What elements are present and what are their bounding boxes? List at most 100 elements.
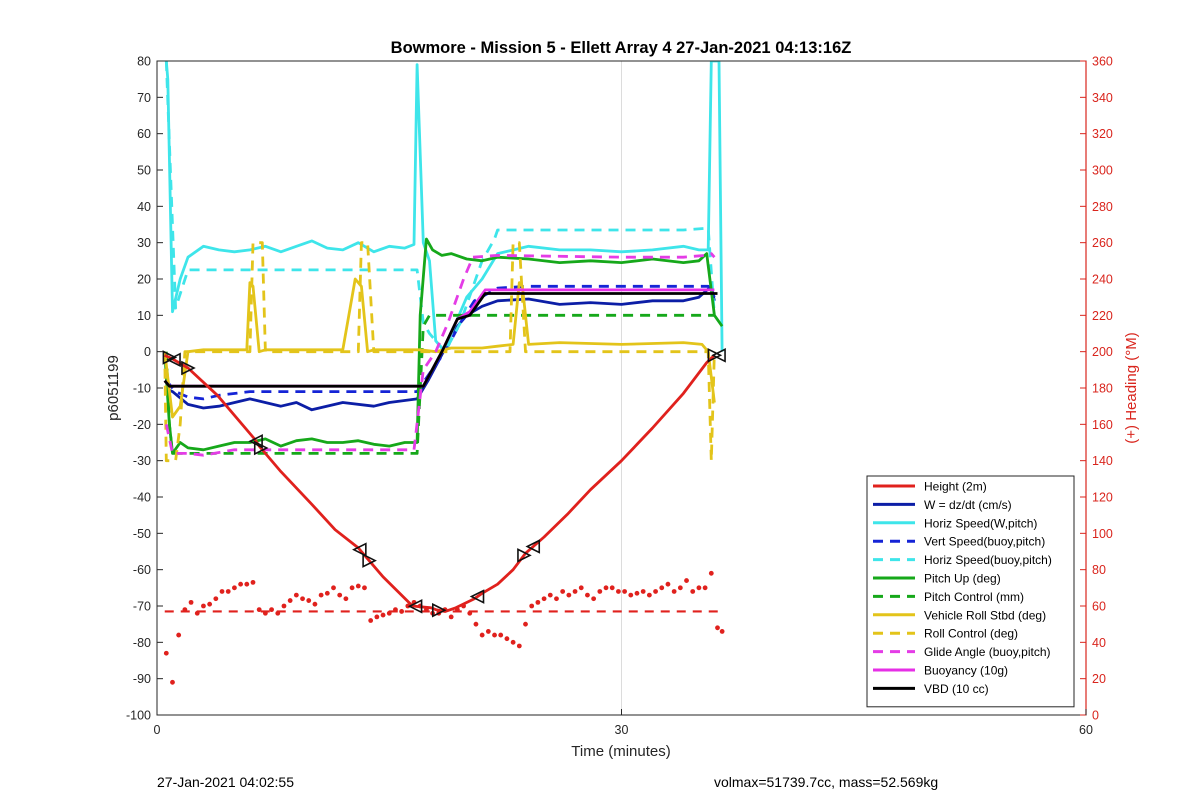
y2-tick-label: 180 — [1092, 382, 1113, 396]
y2-tick-label: 40 — [1092, 636, 1106, 650]
series-line-9 — [164, 252, 716, 457]
heading-point — [516, 643, 522, 649]
heading-point — [275, 610, 281, 616]
height-marker — [248, 433, 263, 449]
heading-point — [424, 607, 429, 613]
heading-point — [349, 585, 355, 591]
heading-point — [609, 585, 615, 591]
heading-point — [269, 607, 274, 613]
footer-start-time: 27-Jan-2021 04:02:55 — [157, 774, 294, 790]
heading-point — [541, 596, 547, 602]
y2-tick-label: 260 — [1092, 236, 1113, 250]
legend-label: W = dz/dt (cm/s) — [924, 498, 1012, 512]
heading-point — [312, 601, 318, 607]
heading-point — [386, 610, 392, 616]
series-line-5 — [163, 237, 724, 455]
y2-tick-label: 280 — [1092, 200, 1113, 214]
y2-tick-label: 200 — [1092, 345, 1113, 359]
height-marker — [181, 360, 196, 376]
heading-point — [603, 585, 609, 591]
x-axis-label: Time (minutes) — [571, 743, 670, 760]
heading-point — [281, 603, 287, 609]
height-marker — [253, 440, 269, 456]
x-tick-label: 0 — [154, 723, 161, 737]
heading-point — [498, 632, 504, 638]
heading-point — [355, 583, 361, 589]
legend-label: Horiz Speed(buoy,pitch) — [924, 553, 1052, 567]
y-tick-label: 0 — [144, 345, 151, 359]
legend-label: Horiz Speed(W,pitch) — [924, 516, 1037, 530]
y2-tick-label: 80 — [1092, 563, 1106, 577]
y-tick-label: 60 — [137, 127, 151, 141]
heading-point — [238, 581, 244, 587]
heading-point — [300, 596, 305, 602]
y2-axis-label: (+) Heading (°M) — [1123, 332, 1140, 443]
heading-point — [232, 585, 237, 591]
footer-vehicle-info: volmax=51739.7cc, mass=52.569kg — [714, 774, 939, 790]
heading-point — [622, 589, 627, 594]
heading-point — [318, 592, 324, 598]
legend-label: Buoyancy (10g) — [924, 664, 1008, 678]
data-layer — [162, 61, 726, 685]
y-axis-label: p6051199 — [105, 355, 122, 421]
heading-point — [343, 596, 349, 602]
heading-point — [646, 592, 652, 598]
y2-tick-label: 220 — [1092, 309, 1113, 323]
y-tick-label: 10 — [137, 309, 151, 323]
y-tick-label: -90 — [133, 672, 151, 686]
heading-point — [194, 610, 200, 616]
heading-point — [485, 629, 491, 634]
heading-point — [324, 590, 330, 596]
heading-point — [566, 592, 572, 598]
heading-point — [461, 603, 466, 609]
heading-point — [708, 570, 714, 576]
heading-point — [535, 599, 541, 605]
heading-point — [182, 607, 188, 613]
y2-tick-label: 160 — [1092, 418, 1113, 432]
heading-point — [393, 607, 398, 613]
y2-tick-label: 140 — [1092, 454, 1113, 468]
y2-tick-label: 100 — [1092, 527, 1113, 541]
legend-label: Vehicle Roll Stbd (deg) — [924, 608, 1046, 622]
legend-label: VBD (10 cc) — [924, 682, 989, 696]
heading-point — [399, 609, 405, 614]
legend-label: Height (2m) — [924, 480, 987, 494]
heading-point — [529, 603, 535, 609]
y-tick-label: -80 — [133, 636, 151, 650]
heading-point — [578, 585, 584, 591]
y-tick-label: 20 — [137, 273, 151, 287]
height-marker — [362, 553, 377, 568]
legend-label: Pitch Control (mm) — [924, 590, 1024, 604]
y-tick-label: -40 — [133, 491, 151, 505]
x-tick-label: 30 — [615, 723, 629, 737]
heading-point — [479, 632, 485, 638]
heading-point — [653, 589, 658, 594]
height-marker — [166, 352, 181, 368]
heading-point — [201, 603, 206, 609]
heading-point — [665, 581, 671, 587]
y-tick-label: -10 — [133, 382, 151, 396]
series-line-7 — [163, 277, 716, 419]
heading-point — [293, 592, 299, 598]
heading-point — [454, 607, 460, 613]
series-line-2 — [164, 61, 724, 354]
y2-tick-label: 120 — [1092, 491, 1113, 505]
y2-tick-label: 340 — [1092, 91, 1113, 105]
heading-point — [597, 589, 603, 594]
mission-chart: 80706050403020100-10-20-30-40-50-60-70-8… — [105, 39, 1140, 760]
heading-point — [684, 578, 689, 583]
y-tick-label: -70 — [133, 600, 151, 614]
heading-point — [287, 598, 293, 603]
heading-point — [659, 585, 665, 591]
heading-point — [572, 589, 578, 594]
heading-point — [170, 679, 175, 685]
legend-label: Vert Speed(buoy,pitch) — [924, 535, 1045, 549]
y-tick-label: 80 — [137, 55, 151, 69]
height-marker — [469, 589, 485, 604]
chart-title: Bowmore - Mission 5 - Ellett Array 4 27-… — [391, 39, 852, 57]
y2-tick-label: 60 — [1092, 600, 1106, 614]
heading-point — [560, 589, 566, 594]
y-tick-label: -30 — [133, 454, 151, 468]
heading-point — [677, 585, 683, 591]
